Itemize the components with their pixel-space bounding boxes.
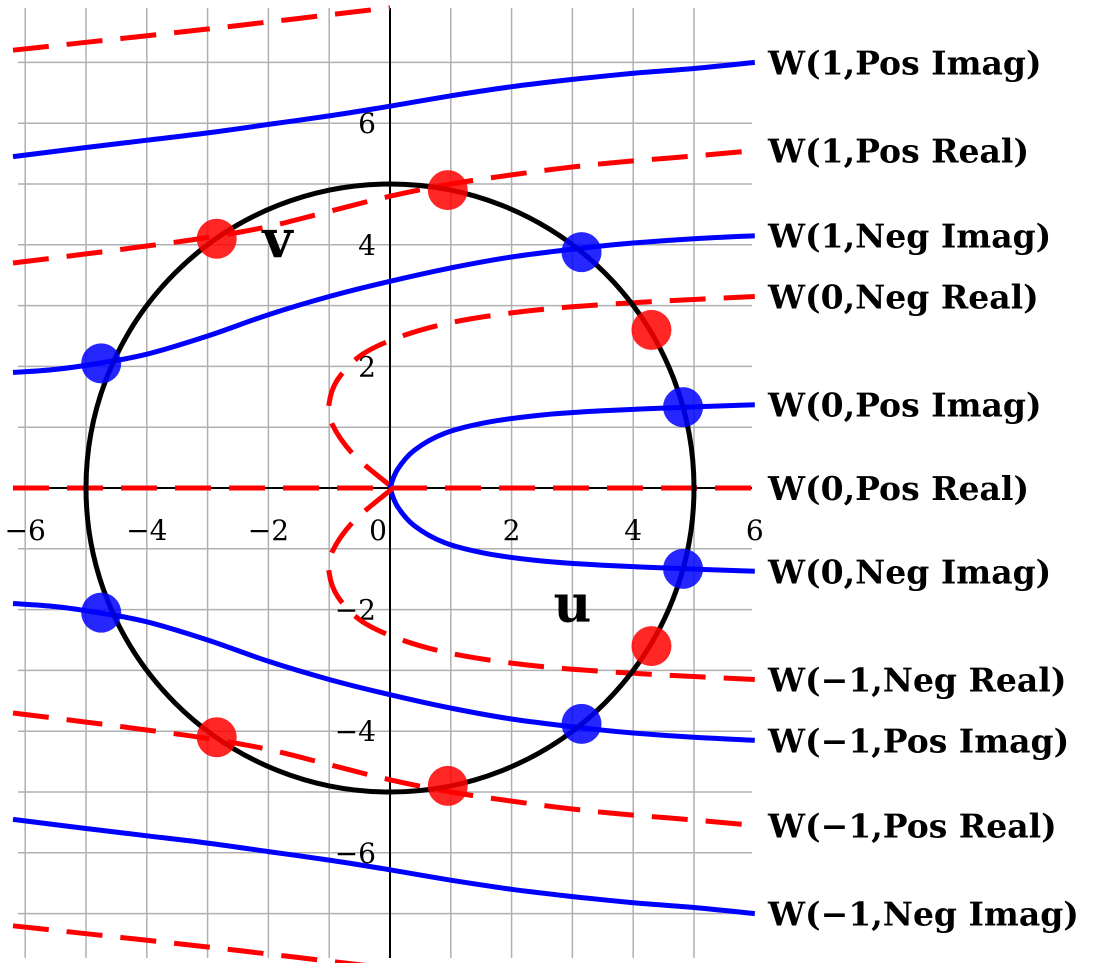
- x-tick-label: −6: [5, 514, 46, 547]
- y-tick-label: 6: [358, 107, 376, 140]
- series-label: W(1,Pos Real): [767, 132, 1029, 171]
- intersection-point: [81, 343, 122, 384]
- intersection-point: [663, 387, 704, 428]
- x-tick-label: 2: [503, 514, 521, 547]
- series-line: [12, 710, 756, 828]
- extra-branch-line: [12, 923, 391, 968]
- series-line: [12, 816, 756, 917]
- series-label: W(−1,Pos Real): [767, 806, 1057, 845]
- series-label: W(−1,Pos Imag): [767, 721, 1069, 760]
- series-labels: W(1,Pos Imag) W(1,Pos Real) W(1,Neg Imag) W…: [767, 43, 1079, 933]
- series-line: [12, 59, 756, 160]
- y-axis-name: v: [261, 209, 294, 270]
- annotations: vu: [261, 209, 591, 635]
- intersection-point: [427, 765, 468, 806]
- intersection-point: [81, 592, 122, 633]
- intersection-point: [561, 703, 602, 744]
- series-label: W(0,Neg Real): [767, 277, 1039, 316]
- x-tick-label: −2: [248, 514, 289, 547]
- series-line: [326, 486, 755, 682]
- intersection-point: [196, 717, 237, 758]
- intersection-points: [81, 170, 704, 806]
- intersection-point: [631, 309, 672, 350]
- extra-branch-line: [12, 5, 391, 53]
- circle-outline: [83, 181, 697, 795]
- circle: [83, 181, 697, 795]
- intersection-point: [196, 218, 237, 259]
- intersection-point: [663, 548, 704, 589]
- series-label: W(−1,Neg Imag): [767, 895, 1079, 934]
- series-label: W(1,Neg Imag): [767, 217, 1051, 256]
- y-tick-label: 4: [358, 229, 376, 262]
- y-tick-label: −4: [335, 715, 376, 748]
- x-tick-label: 6: [746, 514, 764, 547]
- series-label: W(−1,Neg Real): [767, 661, 1066, 700]
- series-label: W(1,Pos Imag): [767, 43, 1042, 82]
- series-label: W(0,Neg Imag): [767, 552, 1051, 591]
- intersection-point: [631, 626, 672, 667]
- x-tick-label: 4: [624, 514, 642, 547]
- y-tick-label: 2: [358, 350, 376, 383]
- x-tick-label: −4: [126, 514, 167, 547]
- x-axis-name: u: [553, 574, 591, 635]
- intersection-point: [427, 170, 468, 211]
- series-label: W(0,Pos Real): [767, 469, 1029, 508]
- series-line: [326, 294, 755, 490]
- x-tick-label: 0: [369, 514, 387, 547]
- series-label: W(0,Pos Imag): [767, 386, 1042, 425]
- series-lines: [12, 5, 756, 968]
- series-line: [12, 148, 756, 266]
- intersection-point: [561, 232, 602, 273]
